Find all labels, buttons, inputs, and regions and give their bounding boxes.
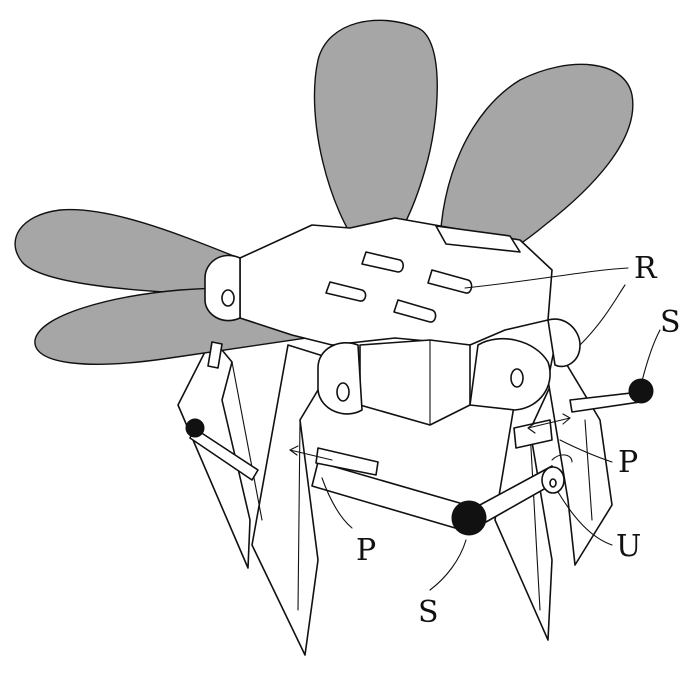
top-plate	[239, 217, 553, 346]
spherical-joint-bottom	[451, 500, 487, 536]
leader-r-2	[579, 284, 626, 346]
leader-u	[557, 491, 613, 546]
pin-2	[427, 269, 473, 294]
joint-front-right	[469, 337, 551, 411]
linkage	[185, 341, 654, 536]
legs	[177, 337, 613, 656]
body	[204, 217, 581, 426]
arrowhead-right-a	[527, 422, 536, 434]
motion-arrows	[289, 413, 573, 463]
wing-pins	[325, 251, 473, 323]
joint-left-back	[204, 254, 241, 322]
leader-r-1	[464, 267, 629, 289]
arrowhead-left-a	[289, 445, 299, 456]
arrowhead-right-b	[562, 413, 571, 425]
label-u: U	[616, 529, 641, 564]
arrow-rotation-u	[551, 454, 573, 463]
leg-inner-edge-2	[297, 419, 301, 611]
prismatic-block-left	[315, 447, 379, 476]
leg-inner-edge-4	[584, 419, 593, 521]
label-p-right: P	[618, 445, 638, 480]
leg-right-back	[547, 344, 613, 566]
joint-front-right-hole	[510, 368, 524, 388]
leader-s-right	[640, 329, 661, 386]
pin-1	[361, 251, 404, 273]
leader-s-bottom	[429, 539, 467, 591]
spherical-joint-right	[628, 378, 654, 404]
rod-left	[311, 461, 471, 531]
leg-inner-edge-3	[529, 429, 541, 611]
pin-4	[393, 299, 437, 323]
prismatic-block-right	[513, 419, 553, 449]
arrow-right-prismatic	[527, 417, 571, 429]
label-r: R	[634, 251, 658, 286]
leg-inner-edge-1	[231, 361, 263, 521]
leader-p-right	[559, 439, 613, 463]
joint-front-left-hole	[336, 382, 350, 402]
leader-lines	[321, 267, 661, 591]
arrow-left-prismatic	[289, 449, 333, 461]
front-block	[359, 339, 471, 426]
small-pin-left	[207, 341, 223, 369]
universal-joint-hole	[549, 478, 557, 488]
joint-front-left	[317, 342, 363, 415]
label-s-right: S	[660, 305, 681, 340]
label-p-left: P	[356, 533, 376, 568]
labels: R S P P U S	[356, 251, 681, 630]
label-s-bottom: S	[418, 595, 439, 630]
leader-p-left	[321, 477, 353, 529]
spherical-joint-left	[185, 418, 205, 438]
joint-left-back-hole	[221, 289, 235, 307]
pin-3	[325, 281, 367, 302]
wing-top-center	[313, 19, 438, 263]
hinge-block	[435, 225, 521, 253]
